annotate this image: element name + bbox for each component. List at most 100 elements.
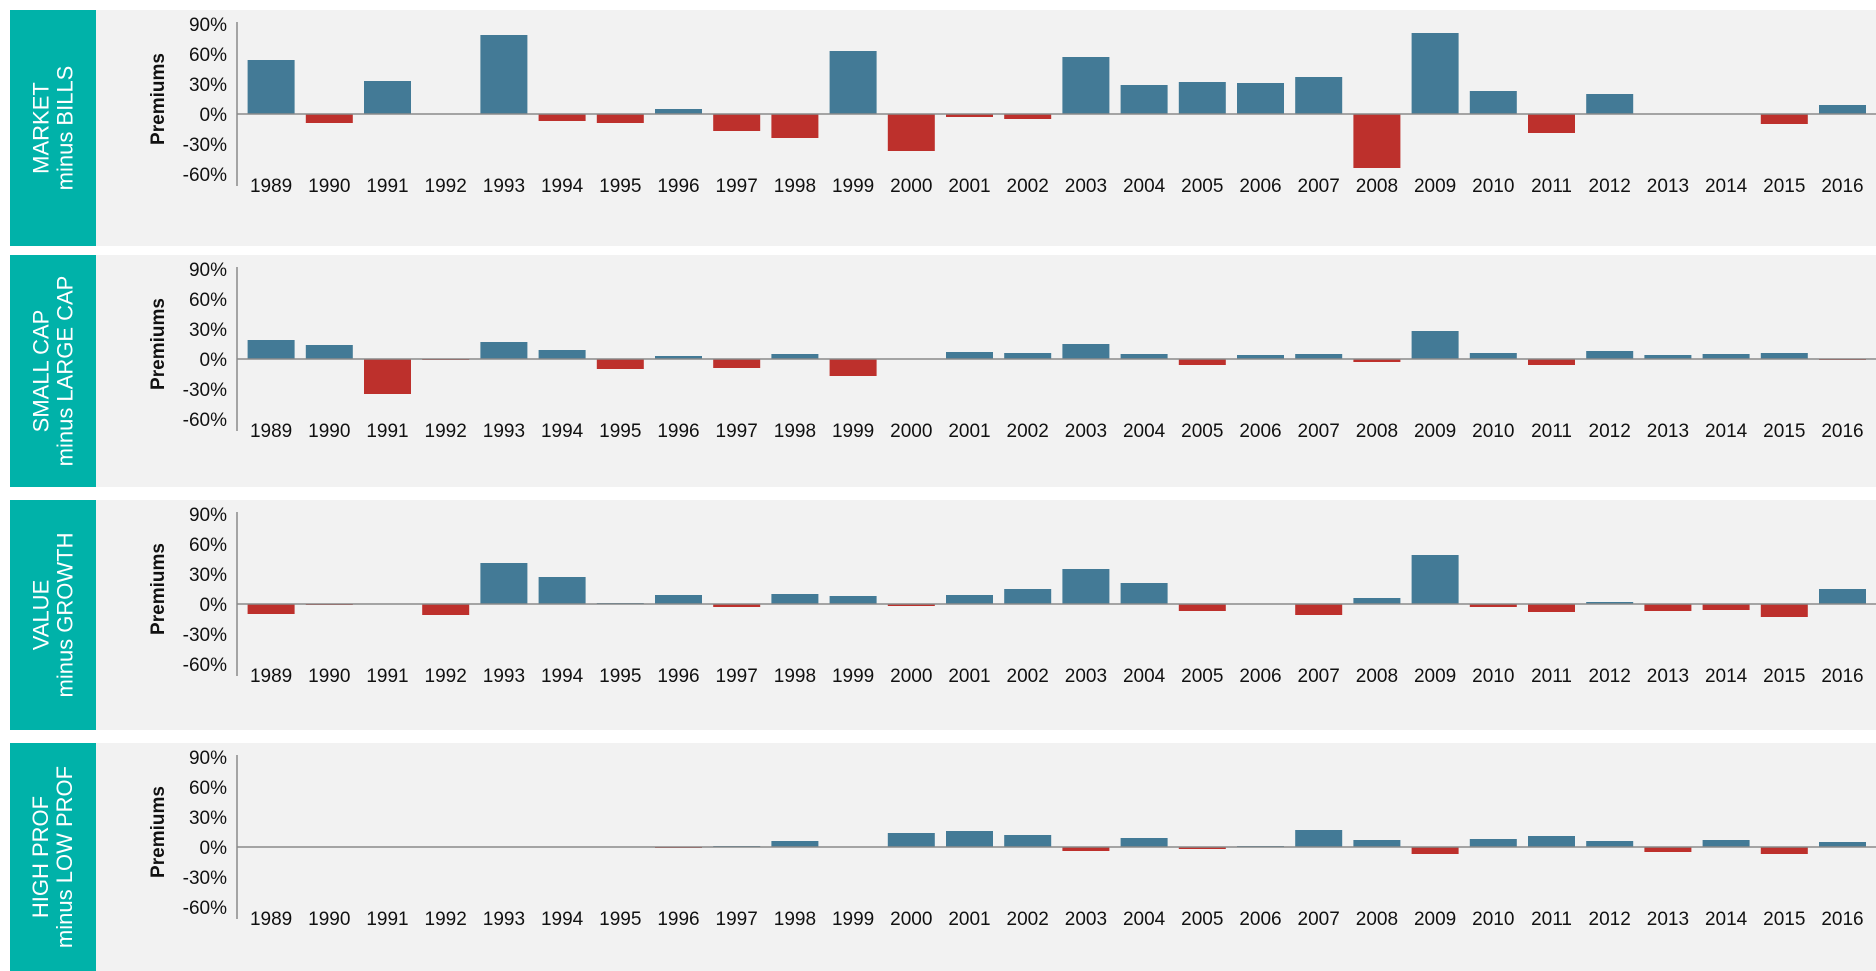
x-tick-label: 1997 — [716, 176, 758, 197]
bar-1991 — [364, 359, 411, 394]
x-tick-label: 1990 — [308, 176, 350, 197]
bar-1992 — [422, 604, 470, 615]
y-tick-label: 60% — [189, 290, 227, 311]
bar-2008 — [1353, 840, 1401, 847]
bar-2012 — [1586, 841, 1634, 847]
x-tick-label: 2015 — [1763, 176, 1805, 197]
bar-2016 — [1819, 589, 1866, 604]
panel-tab: MARKET minus BILLS — [10, 10, 96, 246]
bar-2000 — [887, 604, 935, 606]
y-tick-label: 60% — [189, 535, 227, 556]
bar-2010 — [1469, 353, 1517, 359]
bar-2005 — [1178, 604, 1226, 611]
bar-2009 — [1411, 331, 1459, 359]
x-tick-label: 2000 — [890, 666, 932, 687]
x-tick-label: 1998 — [774, 176, 816, 197]
bar-1996 — [655, 356, 702, 359]
y-tick-label: -60% — [183, 165, 227, 186]
x-tick-label: 2008 — [1356, 421, 1398, 442]
y-tick-label: 30% — [189, 75, 227, 96]
bar-2015 — [1760, 847, 1808, 854]
x-tick-label: 1997 — [716, 909, 758, 930]
x-tick-label: 2001 — [948, 666, 990, 687]
x-tick-label: 2005 — [1181, 176, 1223, 197]
x-tick-label: 1999 — [832, 176, 874, 197]
x-tick-label: 2005 — [1181, 909, 1223, 930]
bar-2005 — [1178, 847, 1226, 849]
x-tick-label: 2010 — [1472, 176, 1514, 197]
x-tick-label: 2015 — [1763, 909, 1805, 930]
y-tick-label: 90% — [189, 748, 227, 769]
bar-2016 — [1819, 842, 1866, 847]
bar-2015 — [1760, 604, 1808, 617]
bar-1989 — [247, 604, 295, 614]
bar-2004 — [1120, 838, 1168, 847]
x-tick-label: 2002 — [1007, 421, 1049, 442]
x-tick-label: 2009 — [1414, 421, 1456, 442]
x-tick-label: 2003 — [1065, 176, 1107, 197]
bar-2008 — [1353, 359, 1401, 362]
bar-2008 — [1353, 598, 1401, 604]
x-tick-label: 2008 — [1356, 909, 1398, 930]
x-tick-label: 1994 — [541, 666, 584, 687]
y-tick-label: 30% — [189, 808, 227, 829]
x-tick-label: 2014 — [1705, 176, 1748, 197]
bar-1998 — [771, 114, 819, 138]
y-axis-title: Premiums — [148, 543, 169, 635]
x-tick-label: 1989 — [250, 666, 292, 687]
bar-2015 — [1760, 114, 1808, 124]
x-tick-label: 2007 — [1298, 176, 1340, 197]
x-tick-label: 1991 — [366, 666, 408, 687]
bar-2004 — [1120, 583, 1168, 604]
x-tick-label: 1999 — [832, 666, 874, 687]
x-tick-label: 2012 — [1589, 909, 1631, 930]
x-tick-label: 1998 — [774, 909, 816, 930]
bar-1998 — [771, 841, 819, 847]
bar-2012 — [1586, 94, 1634, 114]
premium-bar-chart: 90% 60% 30% 0% -30% -60% Premiums 1989 1990 1991 1… — [148, 505, 1876, 687]
bar-2011 — [1528, 359, 1575, 365]
bar-2006 — [1237, 355, 1284, 359]
x-tick-label: 1994 — [541, 176, 584, 197]
bar-2001 — [946, 352, 993, 359]
panel-market-minus-bills: MARKET minus BILLS 90% 60% 30% 0% -30% -60% Pr… — [10, 10, 1876, 246]
x-tick-label: 2007 — [1298, 666, 1340, 687]
y-tick-label: -30% — [183, 868, 227, 889]
bar-1995 — [596, 114, 644, 123]
bar-1999 — [829, 51, 877, 114]
x-tick-label: 2010 — [1472, 666, 1514, 687]
x-tick-label: 2004 — [1123, 909, 1166, 930]
x-tick-label: 2015 — [1763, 666, 1805, 687]
bar-2014 — [1702, 354, 1750, 359]
x-tick-label: 2003 — [1065, 909, 1107, 930]
panel-tab: SMALL CAP minus LARGE CAP — [10, 255, 96, 487]
x-tick-label: 2002 — [1007, 666, 1049, 687]
x-tick-label: 1994 — [541, 421, 584, 442]
x-tick-label: 1992 — [425, 909, 467, 930]
bar-2003 — [1062, 569, 1110, 604]
x-tick-label: 2000 — [890, 176, 932, 197]
x-tick-label: 2014 — [1705, 666, 1748, 687]
bar-1993 — [480, 342, 528, 359]
x-tick-label: 2003 — [1065, 666, 1107, 687]
x-tick-label: 2006 — [1239, 909, 1281, 930]
y-tick-label: 0% — [200, 595, 228, 616]
bar-2003 — [1062, 344, 1110, 359]
x-tick-label: 2004 — [1123, 666, 1166, 687]
x-tick-label: 1989 — [250, 909, 292, 930]
y-tick-label: 0% — [200, 350, 228, 371]
x-tick-label: 1992 — [425, 421, 467, 442]
bar-2008 — [1353, 114, 1401, 168]
bar-2014 — [1702, 604, 1750, 610]
x-tick-label: 2013 — [1647, 421, 1689, 442]
bar-1989 — [247, 60, 295, 114]
x-tick-label: 2016 — [1821, 909, 1863, 930]
y-axis-title: Premiums — [148, 786, 169, 878]
x-tick-label: 2012 — [1589, 176, 1631, 197]
x-tick-label: 2012 — [1589, 421, 1631, 442]
bar-1990 — [305, 114, 353, 123]
x-tick-label: 2009 — [1414, 666, 1456, 687]
bar-1997 — [713, 359, 761, 368]
x-tick-label: 1990 — [308, 909, 350, 930]
x-tick-label: 1996 — [657, 909, 699, 930]
